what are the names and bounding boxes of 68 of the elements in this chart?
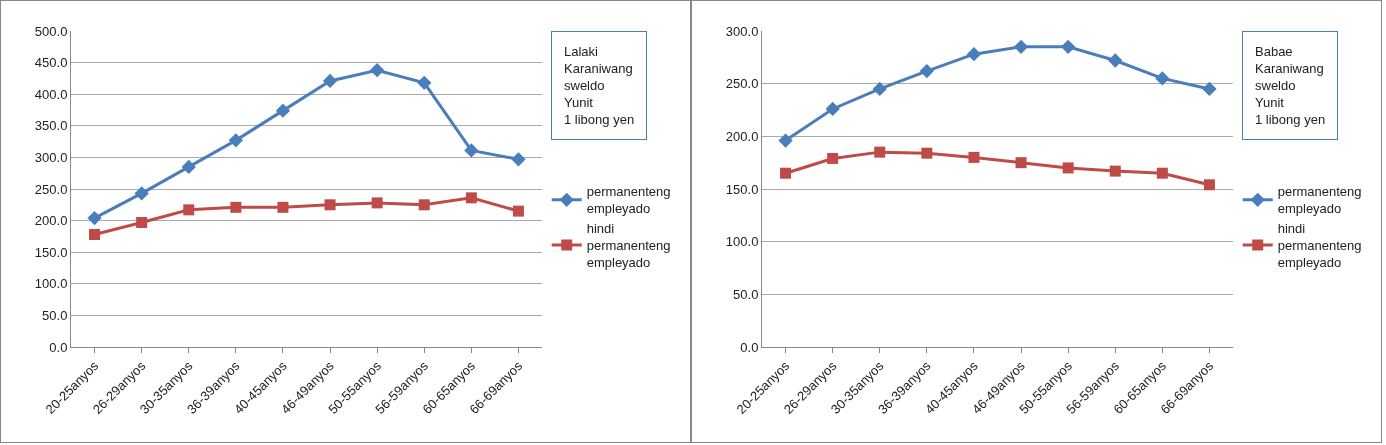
text: Yunit: [564, 94, 594, 110]
point: [277, 201, 289, 213]
y-tick-label: 250.0: [34, 181, 68, 197]
point: [465, 192, 477, 204]
point: [1203, 179, 1215, 191]
point: [464, 143, 479, 158]
point: [1156, 167, 1168, 179]
point: [827, 152, 839, 164]
point: [968, 151, 980, 163]
point: [511, 152, 526, 167]
y-tick-label: 500.0: [34, 23, 68, 39]
point: [1108, 53, 1123, 68]
point: [230, 201, 242, 213]
y-tick-label: 200.0: [34, 213, 68, 229]
point: [324, 199, 336, 211]
y-tick-label: 0.0: [49, 339, 68, 355]
point: [87, 210, 102, 226]
point: [1202, 81, 1217, 97]
point: [228, 133, 243, 148]
point: [275, 103, 291, 118]
y-tick-label: 300.0: [725, 23, 759, 39]
point: [183, 204, 195, 216]
legend-label: hindi permanenteng empleyado: [586, 221, 671, 271]
point: [921, 147, 933, 159]
y-tick-label: 100.0: [34, 276, 68, 292]
legend-label: hindi permanenteng empleyado: [1277, 221, 1362, 271]
y-tick-label: 450.0: [34, 55, 68, 71]
y-tick-label: 150.0: [34, 244, 68, 260]
point: [322, 73, 338, 89]
text: Karaniwang sweldo: [1255, 60, 1324, 93]
point: [919, 63, 934, 79]
y-tick-label: 400.0: [34, 86, 68, 102]
point: [1109, 165, 1121, 177]
point: [418, 199, 430, 211]
y-tick-label: 200.0: [725, 128, 759, 144]
point: [371, 197, 383, 209]
y-tick-label: 300.0: [34, 149, 68, 165]
point: [136, 217, 148, 228]
y-tick-label: 0.0: [740, 339, 759, 355]
point: [825, 101, 840, 117]
y-tick-label: 100.0: [725, 234, 759, 250]
text: Babae: [1255, 44, 1293, 59]
y-tick-label: 250.0: [725, 76, 759, 92]
point: [1015, 157, 1027, 169]
text: Karaniwang sweldo: [564, 60, 633, 93]
point: [89, 229, 101, 240]
text: 1 libong yen: [1255, 111, 1326, 127]
y-tick-label: 350.0: [34, 118, 68, 134]
point: [780, 167, 792, 179]
point: [1061, 39, 1076, 54]
y-tick-label: 150.0: [725, 181, 759, 197]
point: [134, 186, 149, 201]
point: [872, 81, 887, 97]
point: [966, 47, 982, 62]
point: [417, 75, 432, 90]
y-tick-label: 50.0: [733, 286, 759, 302]
point: [370, 63, 385, 78]
point: [181, 159, 196, 175]
point: [1013, 39, 1029, 54]
point: [512, 205, 524, 217]
point: [1155, 71, 1170, 86]
point: [778, 133, 793, 148]
point: [1062, 162, 1074, 174]
text: Lalaki: [564, 44, 599, 59]
point: [874, 146, 886, 158]
text: Yunit: [1255, 94, 1285, 110]
y-tick-label: 50.0: [42, 307, 68, 323]
text: 1 libong yen: [564, 111, 635, 127]
